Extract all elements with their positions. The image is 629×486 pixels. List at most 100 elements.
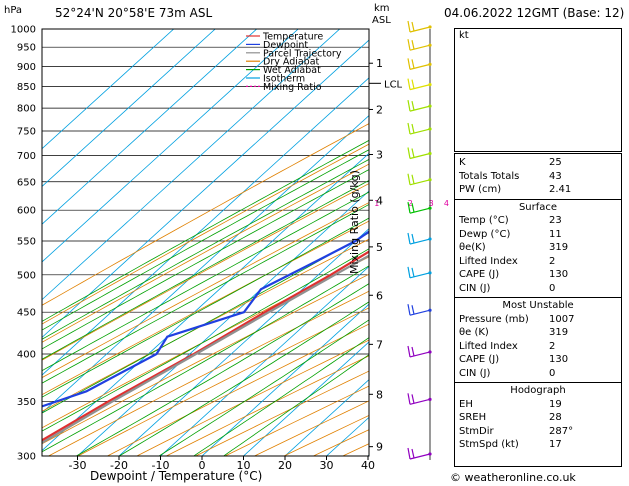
pressure-tick-label: 550 xyxy=(17,237,36,248)
wind-barb xyxy=(409,398,431,405)
wet-adiabat xyxy=(42,149,369,331)
dry-adiabat xyxy=(42,220,369,396)
isotherm-line xyxy=(76,190,369,456)
wind-barb-flag xyxy=(411,101,415,111)
hodograph-row: SREH 28 xyxy=(455,412,621,426)
most-unstable-section-title: Most Unstable xyxy=(502,300,574,311)
wet-adiabat xyxy=(42,169,369,350)
pressure-tick-label: 500 xyxy=(17,270,36,281)
surface-section-title: Surface xyxy=(518,201,558,213)
isotherm-line xyxy=(42,39,369,338)
wind-dot xyxy=(428,350,432,354)
wind-dot xyxy=(428,206,432,210)
plot-frame xyxy=(41,28,370,457)
x-tick-label: -30 xyxy=(69,459,87,472)
most-unstable-row-label: θe (K) xyxy=(459,327,489,338)
legend-label: Dry Adiabat xyxy=(263,57,320,68)
dry-adiabat xyxy=(42,123,369,306)
mixing-ratio-label: 1 xyxy=(374,199,379,208)
wind-dot xyxy=(428,397,432,401)
wet-adiabat xyxy=(42,158,369,340)
most-unstable-row-label: CIN (J) xyxy=(459,367,491,379)
wet-adiabat xyxy=(42,217,369,398)
isotherm-line xyxy=(284,379,369,456)
dry-adiabat xyxy=(47,290,369,456)
legend-label: Isotherm xyxy=(263,74,305,85)
wind-barb xyxy=(409,207,431,214)
table-separator xyxy=(455,297,621,298)
isotherm-line xyxy=(242,341,369,456)
pressure-unit: hPa xyxy=(4,5,23,16)
surface-row: CAPE (J) 130 xyxy=(455,269,621,283)
surface-row-value: 130 xyxy=(549,269,569,280)
wind-barb-flag xyxy=(411,346,415,357)
wind-barb xyxy=(409,453,431,460)
dry-adiabat xyxy=(42,273,369,445)
wind-barb-flag xyxy=(411,203,415,213)
pressure-tick-label: 700 xyxy=(17,151,36,162)
surface-row: Lifted Index 2 xyxy=(455,256,621,270)
wind-barb-flag xyxy=(407,58,411,70)
wind-barb xyxy=(409,128,431,135)
index-row-value: 2.41 xyxy=(549,184,572,195)
dry-adiabat xyxy=(42,143,369,325)
surface-row-label: CIN (J) xyxy=(459,282,491,294)
surface-row-label: Temp (°C) xyxy=(459,215,509,226)
legend-label: Dewpoint xyxy=(263,40,308,51)
height-tick-label: 6 xyxy=(376,289,383,302)
index-row: K 25 xyxy=(455,157,621,171)
hodograph-row-label: StmSpd (kt) xyxy=(459,439,519,450)
x-tick-label: 30 xyxy=(320,459,334,472)
wind-dot xyxy=(428,127,432,131)
surface-row: CIN (J) 0 xyxy=(455,283,621,297)
hodograph-row: StmDir 287° xyxy=(455,426,621,440)
dry-adiabat xyxy=(106,323,369,456)
height-unit-bottom: ASL xyxy=(372,15,391,26)
index-row-label: PW (cm) xyxy=(459,184,502,195)
x-tick-label: -10 xyxy=(152,459,170,472)
wet-adiabat xyxy=(42,265,369,453)
most-unstable-row-value: 1007 xyxy=(549,313,575,325)
wind-barb-flag xyxy=(407,345,411,358)
pressure-tick-label: 850 xyxy=(17,82,36,93)
lcl-label: LCL xyxy=(384,79,403,90)
x-tick-label: 10 xyxy=(237,459,251,472)
location-title: 52°24'N 20°58'E 73m ASL xyxy=(55,6,213,20)
wind-barb-flag xyxy=(411,79,415,89)
most-unstable-row: CAPE (J) 130 xyxy=(455,354,621,368)
x-tick-label: 40 xyxy=(361,459,375,472)
pressure-tick-label: 450 xyxy=(17,308,36,319)
height-tick-label: 1 xyxy=(376,57,383,70)
wind-dot xyxy=(428,25,432,29)
height-tick-label: 2 xyxy=(376,103,383,116)
most-unstable-row-label: CAPE (J) xyxy=(459,354,500,365)
hodograph-row-label: EH xyxy=(459,398,473,410)
wind-barb xyxy=(409,63,431,70)
index-row-label: K xyxy=(459,157,466,168)
pressure-tick-label: 300 xyxy=(17,452,36,463)
surface-row-value: 11 xyxy=(549,228,562,240)
wet-adiabat xyxy=(158,319,369,456)
wind-barb-flag xyxy=(407,447,411,460)
wind-barb-flag xyxy=(411,40,415,50)
isotherm-line xyxy=(42,29,216,187)
wind-barb-flag xyxy=(411,174,415,184)
wind-barb-flag xyxy=(411,123,415,134)
mixing-ratio-label: 4 xyxy=(444,199,449,208)
most-unstable-row: Lifted Index 2 xyxy=(455,341,621,355)
wind-barb-flag xyxy=(407,266,411,278)
hodograph-row: EH 19 xyxy=(455,399,621,413)
pressure-tick-label: 900 xyxy=(17,62,36,73)
wind-barb-flag xyxy=(411,448,415,459)
temperature-profile xyxy=(42,250,369,442)
wind-barb xyxy=(409,84,431,91)
surface-row-value: 2 xyxy=(549,255,556,267)
wind-barb-flag xyxy=(407,147,411,159)
isotherm-line xyxy=(42,77,369,376)
wind-barb xyxy=(409,44,431,51)
height-tick-label: 5 xyxy=(376,241,383,254)
wind-barb xyxy=(409,179,431,186)
hodograph-kt-label: kt xyxy=(459,30,469,41)
wind-barb xyxy=(409,351,431,358)
